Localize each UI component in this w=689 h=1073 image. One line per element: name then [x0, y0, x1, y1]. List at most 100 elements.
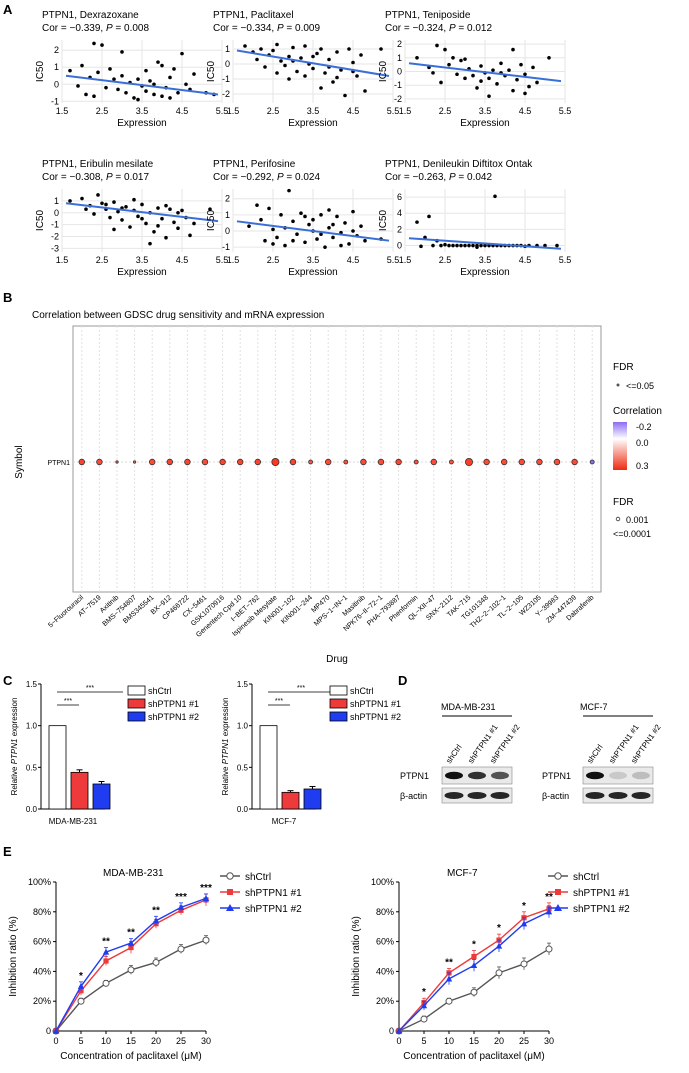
y-tick-label: 0: [46, 1026, 51, 1036]
data-point: [303, 44, 307, 48]
x-tick-label: 1.5: [227, 255, 240, 265]
marker-triangle: [77, 982, 85, 989]
data-point: [299, 211, 303, 216]
bar-chart-C1: 0.0 0.5 1.0 1.5 Relative PTPN1 expression ***…: [10, 680, 199, 826]
data-point: [104, 202, 108, 207]
blot-strip: [582, 766, 654, 785]
data-point: [363, 238, 367, 243]
data-point: [136, 97, 140, 102]
data-point: [319, 86, 323, 90]
correlation-label: Cor = −0.334, P = 0.009: [213, 23, 320, 34]
correlation-dot: [589, 459, 595, 465]
correlation-dot: [360, 458, 367, 466]
y-axis-label: IC50: [378, 210, 389, 232]
row-symbol-label: PTPN1: [47, 460, 70, 467]
x-tick-label: 15: [469, 1036, 479, 1046]
data-point: [172, 220, 176, 225]
data-point: [347, 242, 351, 246]
x-tick-label: 10: [444, 1036, 454, 1046]
y-tick-label: 1.0: [26, 722, 38, 731]
data-point: [295, 232, 299, 237]
data-point: [331, 235, 335, 240]
panel-b-dot-plot: Correlation between GDSC drug sensitivit…: [14, 310, 662, 665]
data-point: [291, 45, 295, 50]
data-point: [144, 68, 148, 73]
correlation-dot: [133, 460, 137, 464]
marker-triangle: [445, 975, 453, 982]
marker-triangle: [102, 948, 110, 955]
scatter-title: PTPN1, Denileukin Diftitox Ontak: [385, 159, 533, 170]
data-point: [331, 80, 335, 84]
data-point: [84, 92, 88, 97]
y-tick-label: 20%: [376, 996, 394, 1006]
data-point: [92, 41, 96, 46]
data-point: [379, 47, 383, 51]
data-point: [112, 200, 116, 204]
correlation-dot: [289, 458, 297, 466]
panel-label-a: A: [3, 2, 13, 17]
sig-label: **: [445, 957, 453, 968]
data-point: [335, 50, 339, 54]
data-point: [443, 47, 447, 52]
y-tick-label: 1: [225, 44, 230, 54]
cor-value: Cor = −0.334,: [213, 23, 277, 34]
x-tick-label: 4.5: [176, 106, 189, 116]
marker-circle: [470, 988, 478, 996]
data-point: [315, 237, 319, 241]
y-tick-label: -2: [394, 94, 402, 104]
y-tick-label: 0: [397, 67, 402, 77]
data-point: [92, 94, 96, 98]
data-point: [152, 92, 156, 97]
correlation-dot: [483, 458, 490, 466]
sig-label: ***: [64, 698, 72, 705]
x-tick-label: 30: [544, 1036, 554, 1046]
data-point: [463, 76, 467, 81]
y-tick-label: 0.0: [26, 805, 38, 814]
correlation-dot: [571, 458, 578, 466]
data-point: [303, 214, 307, 219]
y-axis-label: IC50: [35, 210, 46, 232]
lane-label: shCtrl: [444, 743, 463, 765]
regression-line: [236, 49, 390, 77]
scatter-plot-A6: PTPN1, Denileukin Diftitox Ontak Cor = −0…: [378, 159, 571, 278]
marker-triangle: [470, 962, 478, 969]
chart-title: MDA-MB-231: [103, 868, 164, 879]
legend-marker: [226, 872, 234, 880]
data-point: [311, 217, 315, 222]
cor-value: Cor = −0.308,: [42, 172, 106, 183]
data-point: [355, 74, 359, 78]
x-tick-label: 2.5: [96, 106, 109, 116]
data-point: [415, 220, 419, 224]
p-label: P: [449, 172, 456, 183]
scatter-title: PTPN1, Dexrazoxane: [42, 10, 139, 21]
series-line: [55, 897, 207, 1032]
p-value: = 0.009: [284, 23, 321, 34]
data-point: [128, 225, 132, 229]
p-value: = 0.012: [456, 23, 493, 34]
regression-line: [65, 74, 219, 96]
x-axis-label: Expression: [117, 118, 166, 129]
data-point: [363, 89, 367, 93]
correlation-dot: [184, 458, 191, 466]
data-point: [148, 241, 152, 246]
y-axis-label: IC50: [378, 61, 389, 83]
data-point: [271, 48, 275, 53]
panel-label-e: E: [3, 844, 12, 859]
data-point: [132, 96, 136, 100]
correlation-dot: [501, 458, 508, 466]
data-point: [427, 214, 431, 219]
data-point: [116, 87, 120, 92]
marker-square: [103, 958, 109, 964]
x-tick-label: 5.5: [216, 106, 229, 116]
data-point: [535, 80, 539, 85]
data-point: [319, 232, 323, 237]
data-point: [156, 60, 160, 64]
data-point: [68, 199, 72, 203]
sig-label: *: [472, 940, 476, 951]
legend-swatch: [329, 698, 348, 709]
data-point: [493, 194, 497, 199]
y-tick-label: -1: [222, 242, 230, 252]
data-point: [192, 221, 196, 226]
correlation-dot: [254, 458, 261, 466]
